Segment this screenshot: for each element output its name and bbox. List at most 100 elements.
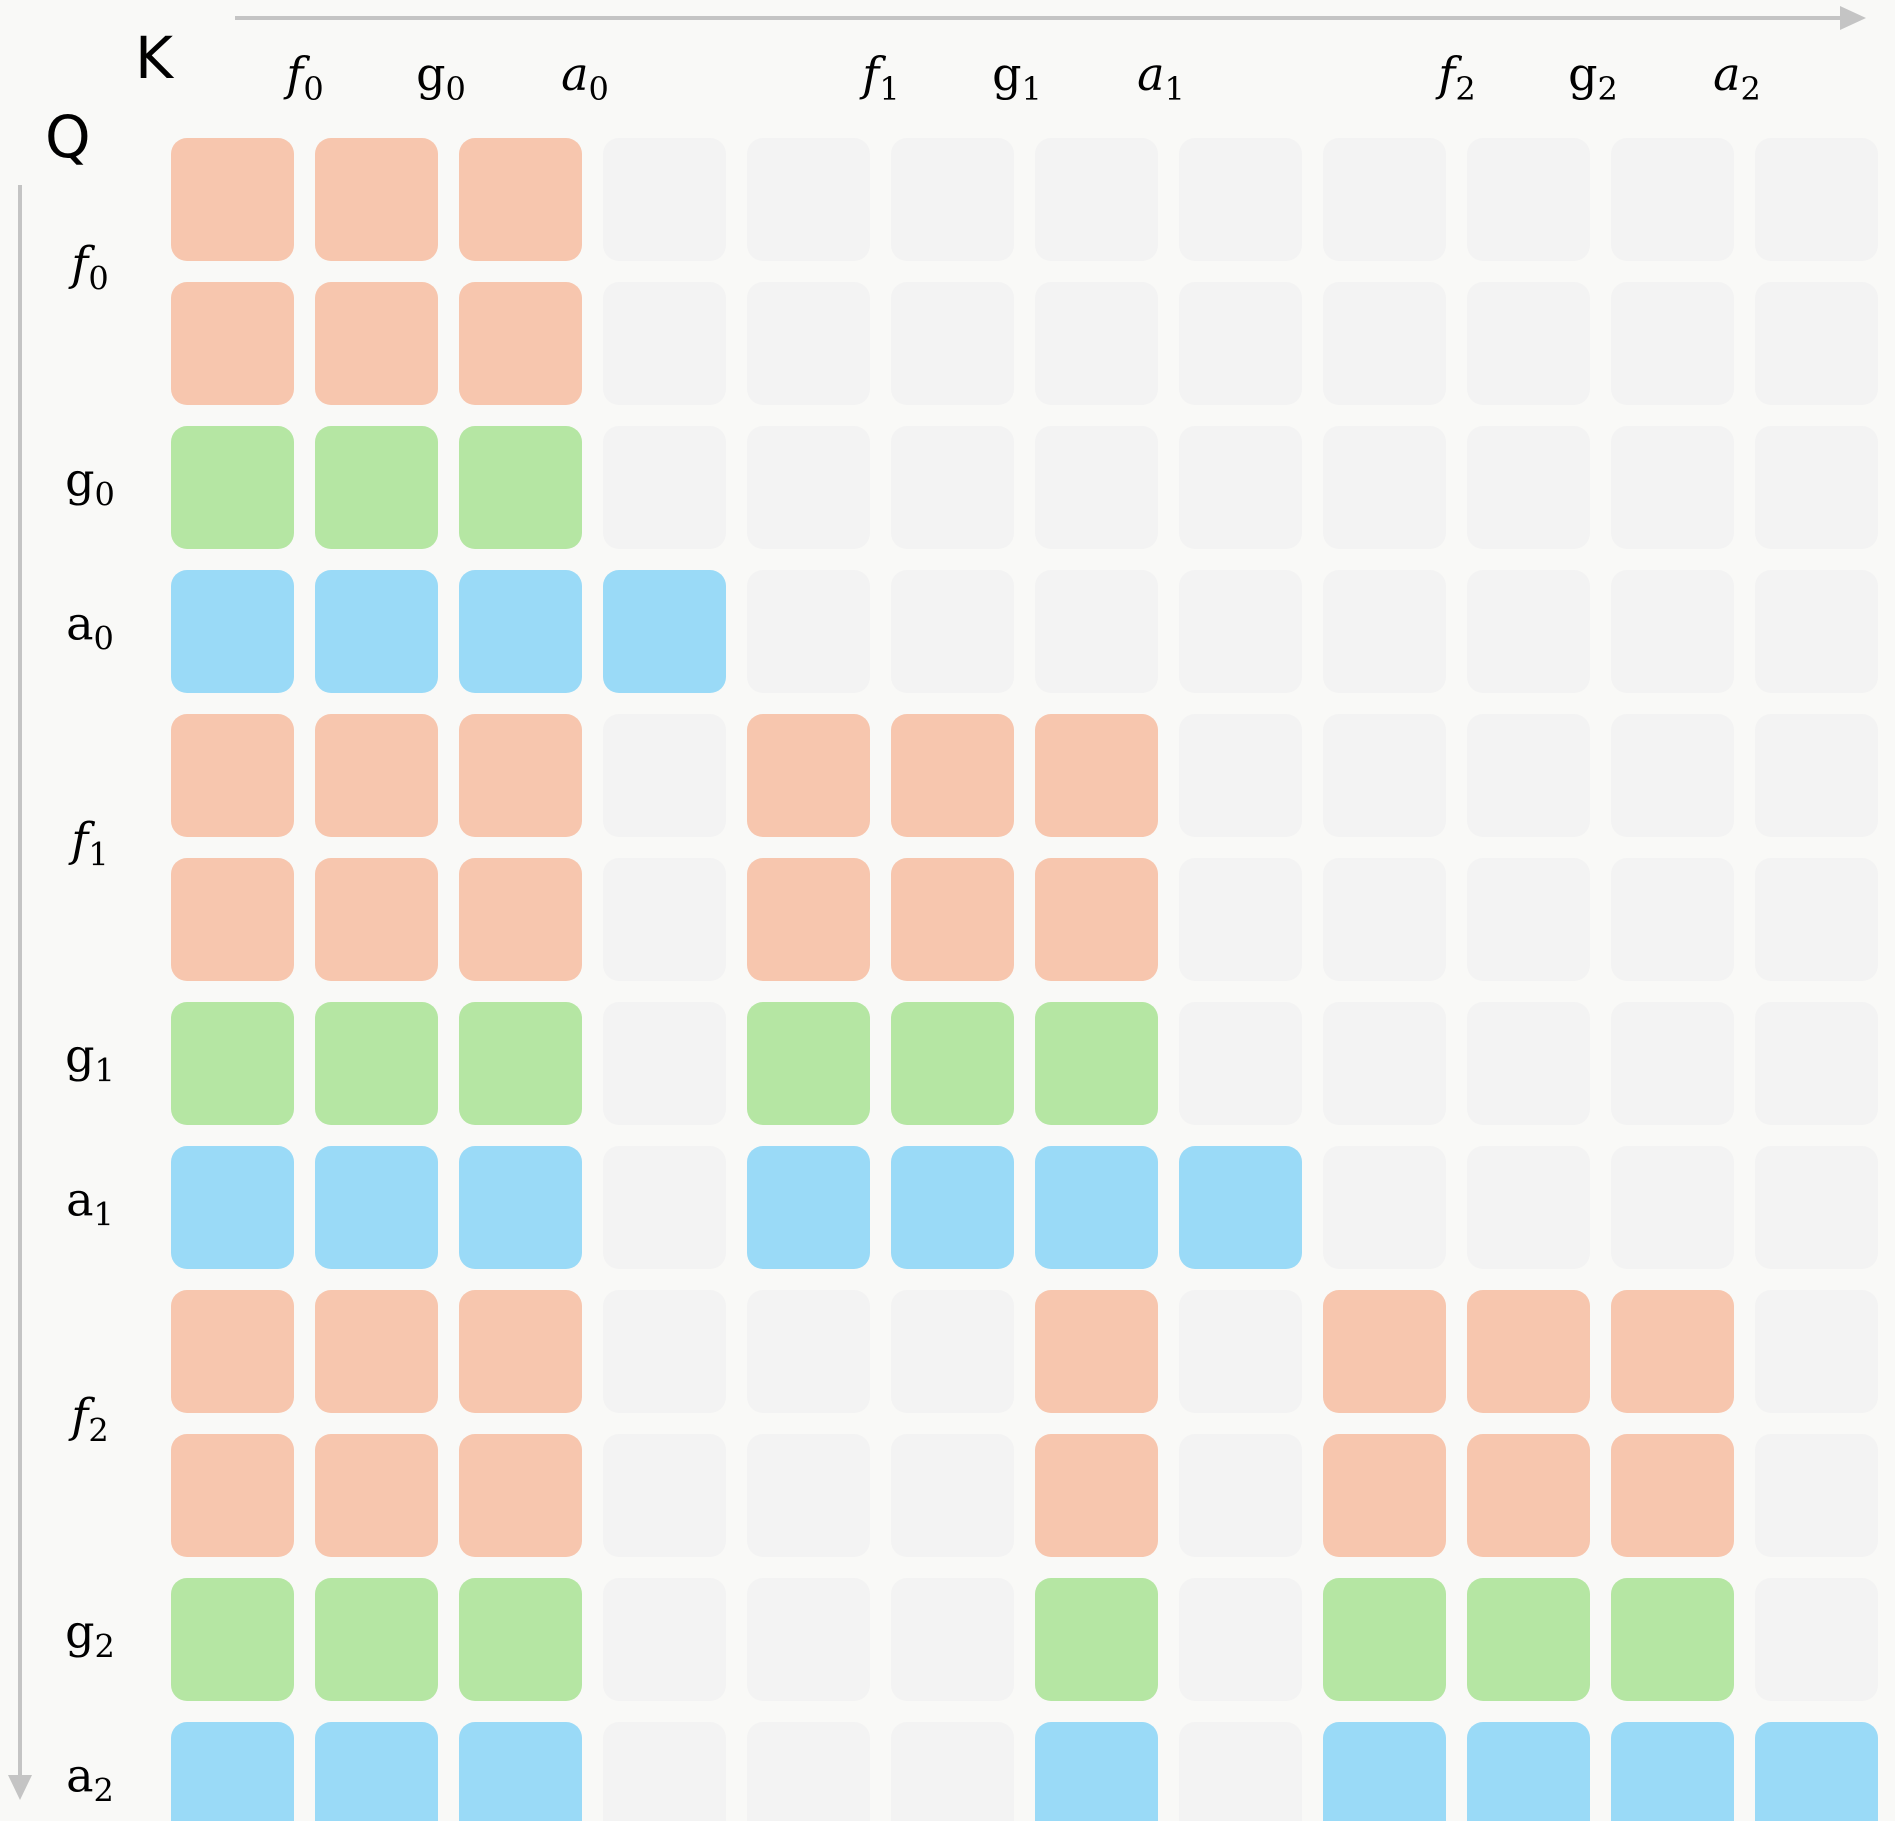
mask-cell-f-attend [459, 138, 582, 261]
mask-cell-g-attend [1467, 1578, 1590, 1701]
mask-cell-blocked [891, 138, 1014, 261]
mask-cell-g-attend [171, 426, 294, 549]
mask-cell-a-attend [171, 570, 294, 693]
mask-cell-blocked [1755, 714, 1878, 837]
column-labels: f0 g0 a0 f1 g1 a1 f2 g2 a2 [283, 47, 1761, 108]
mask-cell-blocked [1611, 426, 1734, 549]
mask-cell-blocked [603, 138, 726, 261]
mask-cell-f-attend [1611, 1434, 1734, 1557]
mask-cell-blocked [747, 570, 870, 693]
mask-cell-a-attend [459, 1146, 582, 1269]
mask-cell-f-attend [171, 858, 294, 981]
mask-cell-a-attend [459, 570, 582, 693]
mask-cell-f-attend [1035, 714, 1158, 837]
mask-cell-a-attend [315, 1722, 438, 1821]
mask-cell-a-attend [1035, 1722, 1158, 1821]
mask-cell-f-attend [315, 138, 438, 261]
mask-cell-blocked [747, 1290, 870, 1413]
mask-cell-a-attend [459, 1722, 582, 1821]
mask-cell-blocked [1467, 1146, 1590, 1269]
mask-cell-blocked [1611, 1146, 1734, 1269]
mask-cell-blocked [891, 1722, 1014, 1821]
k-axis-title: K [135, 24, 175, 92]
row-label-g1: g1 [65, 1029, 115, 1090]
k-axis-arrowhead [1840, 6, 1866, 30]
mask-cell-blocked [747, 138, 870, 261]
mask-cell-blocked [1323, 1002, 1446, 1125]
column-label-a2: a2 [1713, 47, 1761, 108]
mask-cell-blocked [1179, 1290, 1302, 1413]
mask-cell-blocked [1467, 138, 1590, 261]
mask-cell-f-attend [1035, 858, 1158, 981]
mask-cell-blocked [1179, 570, 1302, 693]
mask-cell-f-attend [1323, 1290, 1446, 1413]
mask-cell-blocked [1755, 1434, 1878, 1557]
mask-cell-blocked [1755, 1002, 1878, 1125]
mask-cell-f-attend [1035, 1434, 1158, 1557]
mask-cell-f-attend [891, 714, 1014, 837]
mask-cell-f-attend [891, 858, 1014, 981]
column-label-g0: g0 [416, 47, 466, 108]
mask-cell-blocked [1611, 282, 1734, 405]
column-label-f1: f1 [859, 47, 899, 108]
mask-cell-g-attend [891, 1002, 1014, 1125]
mask-cell-g-attend [315, 1002, 438, 1125]
mask-cell-a-attend [171, 1146, 294, 1269]
row-label-f2: f2 [68, 1389, 108, 1450]
mask-cell-blocked [603, 1290, 726, 1413]
mask-cell-blocked [891, 1434, 1014, 1557]
mask-cell-a-attend [1179, 1146, 1302, 1269]
row-label-g0: g0 [65, 453, 115, 514]
column-label-a1: a1 [1137, 47, 1185, 108]
mask-cell-f-attend [171, 1290, 294, 1413]
mask-cell-blocked [1467, 570, 1590, 693]
mask-cell-a-attend [891, 1146, 1014, 1269]
mask-cell-g-attend [459, 426, 582, 549]
mask-cell-a-attend [1611, 1722, 1734, 1821]
mask-cell-f-attend [171, 714, 294, 837]
mask-cell-blocked [747, 426, 870, 549]
mask-cell-blocked [1755, 858, 1878, 981]
mask-cell-blocked [1179, 858, 1302, 981]
mask-cell-f-attend [171, 282, 294, 405]
row-labels: f0 g0 a0 f1 g1 a1 f2 g2 a2 [65, 237, 115, 1810]
mask-cell-a-attend [171, 1722, 294, 1821]
mask-cell-blocked [1035, 570, 1158, 693]
k-axis-arrow [235, 6, 1866, 30]
mask-cell-a-attend [315, 1146, 438, 1269]
mask-cell-blocked [1323, 426, 1446, 549]
mask-cell-f-attend [315, 858, 438, 981]
mask-cell-blocked [1323, 858, 1446, 981]
mask-cell-blocked [1467, 1002, 1590, 1125]
mask-cell-blocked [747, 1434, 870, 1557]
mask-cell-g-attend [747, 1002, 870, 1125]
mask-cell-a-attend [315, 570, 438, 693]
mask-cell-blocked [1179, 426, 1302, 549]
mask-cell-g-attend [315, 426, 438, 549]
column-label-f0: f0 [283, 47, 323, 108]
mask-cell-blocked [747, 282, 870, 405]
mask-cell-blocked [1035, 282, 1158, 405]
mask-cell-a-attend [1035, 1146, 1158, 1269]
mask-cell-f-attend [459, 858, 582, 981]
mask-cell-f-attend [459, 1434, 582, 1557]
mask-cell-a-attend [603, 570, 726, 693]
mask-cell-blocked [1323, 1146, 1446, 1269]
mask-cell-blocked [1467, 282, 1590, 405]
mask-cell-blocked [1035, 426, 1158, 549]
mask-cell-blocked [747, 1578, 870, 1701]
mask-cell-g-attend [1035, 1578, 1158, 1701]
mask-cell-blocked [1323, 282, 1446, 405]
mask-cell-blocked [891, 282, 1014, 405]
mask-cell-f-attend [1467, 1290, 1590, 1413]
mask-cell-blocked [1179, 1002, 1302, 1125]
mask-cell-blocked [1323, 570, 1446, 693]
mask-cell-blocked [1179, 714, 1302, 837]
mask-cell-blocked [1755, 426, 1878, 549]
mask-cell-blocked [603, 1578, 726, 1701]
mask-cell-blocked [1611, 858, 1734, 981]
mask-cell-f-attend [1611, 1290, 1734, 1413]
q-axis-title: Q [45, 103, 91, 171]
mask-cell-g-attend [1323, 1578, 1446, 1701]
mask-cell-f-attend [315, 282, 438, 405]
